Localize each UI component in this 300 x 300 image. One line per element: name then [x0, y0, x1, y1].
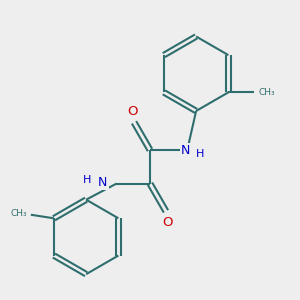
Text: CH₃: CH₃	[258, 88, 274, 97]
Text: CH₃: CH₃	[10, 209, 27, 218]
Text: H: H	[83, 175, 92, 185]
Text: O: O	[162, 215, 172, 229]
Text: H: H	[196, 148, 204, 158]
Text: O: O	[128, 105, 138, 118]
Text: N: N	[98, 176, 107, 190]
Text: N: N	[181, 144, 190, 157]
